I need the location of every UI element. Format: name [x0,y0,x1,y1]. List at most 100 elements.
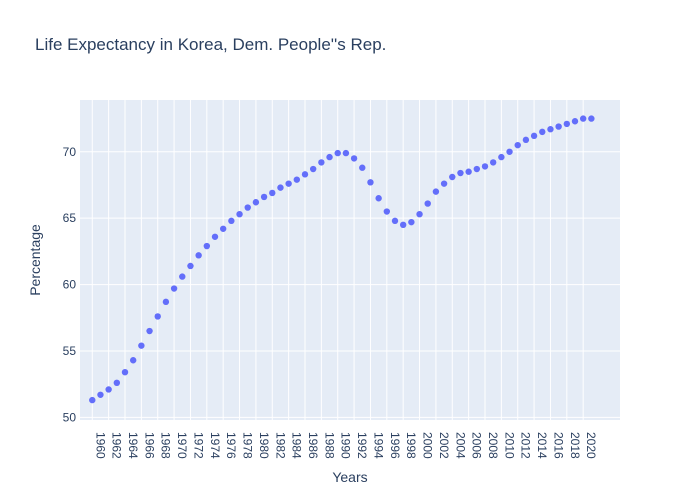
data-point [367,179,374,186]
data-point [530,132,538,140]
data-point [539,128,546,136]
x-axis-title: Years [332,469,367,485]
x-tick-label: 1982 [273,432,287,459]
data-point [416,210,423,218]
data-point [473,165,481,173]
data-point [375,195,382,202]
x-tick-label: 2018 [568,432,582,459]
data-point [457,169,464,177]
data-point [301,171,309,178]
data-point [547,126,554,133]
x-tick-label: 1996 [388,432,402,459]
plot-area [80,100,620,420]
data-point [97,391,104,398]
y-tick-label: 70 [63,145,77,159]
data-point [138,342,145,349]
data-point [391,217,399,225]
x-tick-label: 1988 [322,432,336,459]
data-point [440,180,448,187]
data-point [334,149,341,157]
x-tick-label: 1974 [208,432,222,459]
data-point [359,164,366,171]
data-point [514,141,521,149]
x-tick-label: 1976 [224,432,238,459]
x-tick-label: 2004 [453,432,467,459]
data-point [146,327,153,335]
data-point [129,357,137,364]
x-tick-label: 2016 [551,432,565,459]
data-point [408,218,415,226]
data-point [211,233,219,240]
data-point [179,273,186,280]
x-tick-label: 1998 [404,432,418,459]
data-point [449,173,456,181]
data-point [342,149,350,157]
data-point [489,159,497,166]
data-point [285,180,292,187]
data-point [187,262,194,270]
data-point [522,136,530,144]
x-axis-ticks: 1960 1962 1964 1966 1968 1970 1972 1974 1976 1978… [93,432,598,459]
x-tick-label: 1962 [110,432,124,459]
data-point [399,221,407,229]
y-tick-label: 65 [63,211,77,225]
y-axis-ticks: 50 55 60 65 70 [63,145,77,425]
x-tick-label: 1984 [290,432,304,459]
x-tick-label: 1966 [142,432,156,459]
data-point [244,204,251,211]
data-point [579,115,587,122]
data-point [571,118,579,125]
data-point [555,123,562,130]
data-point [113,379,121,387]
x-tick-label: 2008 [486,432,500,459]
y-tick-label: 50 [63,410,77,424]
x-tick-label: 2006 [470,432,484,459]
data-point [293,176,301,183]
data-point [277,184,284,191]
data-point [195,252,202,259]
x-tick-label: 2012 [519,432,533,459]
x-tick-label: 1978 [241,432,255,459]
data-point [318,159,325,166]
data-point [228,217,235,225]
x-tick-label: 1986 [306,432,320,459]
data-point [326,153,333,161]
data-point [309,165,317,173]
data-point [154,313,161,320]
data-point [170,285,178,292]
y-tick-label: 55 [63,344,77,358]
x-tick-label: 1980 [257,432,271,459]
data-point [563,120,571,128]
x-tick-label: 2014 [535,432,549,459]
x-tick-label: 2002 [437,432,451,459]
data-point [219,225,227,232]
data-point [588,115,595,122]
data-point [162,298,170,306]
data-point [260,193,268,201]
data-point [252,199,260,206]
data-point [383,208,391,215]
data-point [121,368,129,376]
data-points [89,115,595,404]
x-tick-label: 1992 [355,432,369,459]
x-tick-label: 2000 [421,432,435,459]
data-point [236,210,243,218]
data-point [465,168,472,175]
x-tick-label: 1968 [159,432,173,459]
x-tick-label: 1964 [126,432,140,459]
x-tick-label: 2020 [584,432,598,459]
data-point [269,189,276,197]
x-tick-label: 1960 [93,432,107,459]
data-point [498,153,505,161]
data-point [89,396,96,404]
y-tick-label: 60 [63,278,77,292]
x-tick-label: 2010 [502,432,516,459]
data-point [350,155,358,162]
data-point [432,188,440,195]
x-tick-label: 1990 [339,432,353,459]
x-tick-label: 1994 [371,432,385,459]
data-point [203,242,211,250]
data-point [481,163,489,170]
x-tick-label: 1972 [191,432,205,459]
